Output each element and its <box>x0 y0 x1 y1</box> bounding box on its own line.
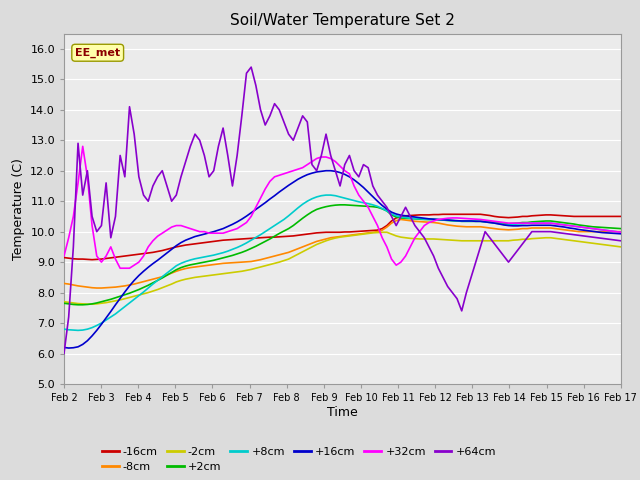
Title: Soil/Water Temperature Set 2: Soil/Water Temperature Set 2 <box>230 13 455 28</box>
Legend: -16cm, -8cm, -2cm, +2cm, +8cm, +16cm, +32cm, +64cm: -16cm, -8cm, -2cm, +2cm, +8cm, +16cm, +3… <box>97 442 500 477</box>
Y-axis label: Temperature (C): Temperature (C) <box>12 158 25 260</box>
X-axis label: Time: Time <box>327 406 358 419</box>
Text: EE_met: EE_met <box>75 48 120 58</box>
